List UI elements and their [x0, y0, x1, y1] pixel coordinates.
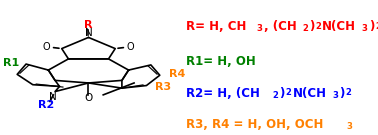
Text: 3: 3: [362, 24, 368, 33]
Text: N: N: [85, 28, 92, 38]
Text: N: N: [50, 92, 57, 102]
Text: 3: 3: [333, 91, 338, 99]
Text: ): ): [309, 21, 314, 33]
Text: N(CH: N(CH: [293, 87, 327, 100]
Text: O: O: [84, 93, 93, 103]
Text: R2: R2: [38, 100, 54, 110]
Text: R3, R4 = H, OH, OCH: R3, R4 = H, OH, OCH: [186, 118, 324, 131]
Text: 3: 3: [257, 24, 263, 33]
Text: 2: 2: [315, 22, 321, 31]
Text: O: O: [127, 42, 135, 52]
Text: 2: 2: [302, 24, 308, 33]
Text: 2: 2: [286, 88, 292, 97]
Text: R1: R1: [3, 58, 19, 68]
Text: ): ): [279, 87, 285, 100]
Text: R= H, CH: R= H, CH: [186, 21, 246, 33]
Text: ): ): [369, 21, 374, 33]
Text: 3: 3: [347, 122, 353, 131]
Text: R: R: [84, 20, 93, 30]
Text: R1= H, OH: R1= H, OH: [186, 55, 256, 68]
Text: ): ): [339, 87, 345, 100]
Text: N(CH: N(CH: [322, 21, 356, 33]
Text: 2: 2: [345, 88, 352, 97]
Text: R4: R4: [169, 69, 185, 79]
Text: O: O: [42, 42, 50, 52]
Text: R3: R3: [155, 82, 172, 92]
Text: 2: 2: [273, 91, 279, 99]
Text: R2= H, (CH: R2= H, (CH: [186, 87, 260, 100]
Text: 2: 2: [375, 22, 378, 31]
Text: , (CH: , (CH: [264, 21, 296, 33]
